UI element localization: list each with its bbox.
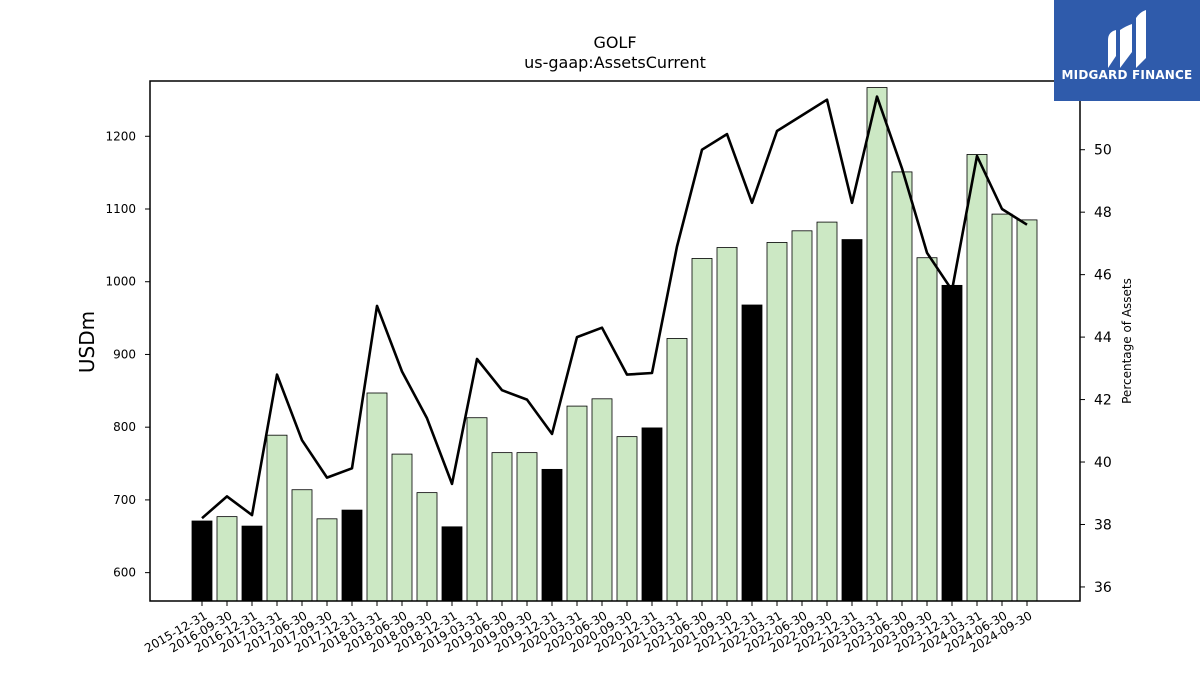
bar [241,525,263,602]
brand-logo: MIDGARD FINANCE [1054,0,1200,101]
y-tick-label: 800 [113,420,136,434]
chart-subtitle: us-gaap:AssetsCurrent [524,53,706,72]
bar [466,417,488,602]
y-tick-label: 1000 [105,275,136,289]
bar [916,257,938,602]
bar [1016,219,1038,602]
bar [741,304,763,602]
bar [191,520,213,602]
y2-tick-label: 48 [1094,205,1112,221]
bar [291,489,313,602]
y2-tick-label: 42 [1094,393,1112,409]
bar [366,392,388,602]
bar [391,453,413,602]
bar [541,468,563,602]
bar [266,434,288,602]
bar [491,452,513,602]
bar [516,452,538,602]
bar [816,221,838,602]
bar [566,405,588,602]
bar [691,258,713,602]
bar [666,338,688,602]
y-tick-label: 700 [113,493,136,507]
y-tick-label: 600 [113,566,136,580]
bar [891,171,913,602]
bar [591,398,613,602]
bar [966,154,988,602]
plot-frame [149,80,1081,602]
bar [791,230,813,602]
chart-title: GOLF [593,33,636,52]
y2-tick-label: 40 [1094,455,1112,471]
bar [991,213,1013,602]
y-tick-label: 900 [113,347,136,361]
y-tick-label: 1100 [105,202,136,216]
y2-tick-label: 38 [1094,517,1112,533]
bar [866,87,888,602]
bar [766,242,788,602]
bar [416,492,438,602]
bar [616,436,638,602]
bar [341,509,363,602]
percentage-line [201,95,1028,520]
bar [641,427,663,602]
bar [216,516,238,602]
y2-tick-label: 44 [1094,330,1112,346]
y2-tick-label: 46 [1094,268,1112,284]
y-tick-label: 1200 [105,129,136,143]
bar [841,239,863,602]
bar [316,518,338,602]
midgard-logo-icon [1108,10,1146,68]
y2-axis-label: Percentage of Assets [1120,278,1134,404]
bar [441,526,463,602]
y2-tick-label: 50 [1094,143,1112,159]
logo-text: MIDGARD FINANCE [1061,68,1193,82]
bar [716,247,738,602]
y2-tick-label: 36 [1094,580,1112,596]
y-axis-label: USDm [75,311,99,373]
bar [941,284,963,602]
